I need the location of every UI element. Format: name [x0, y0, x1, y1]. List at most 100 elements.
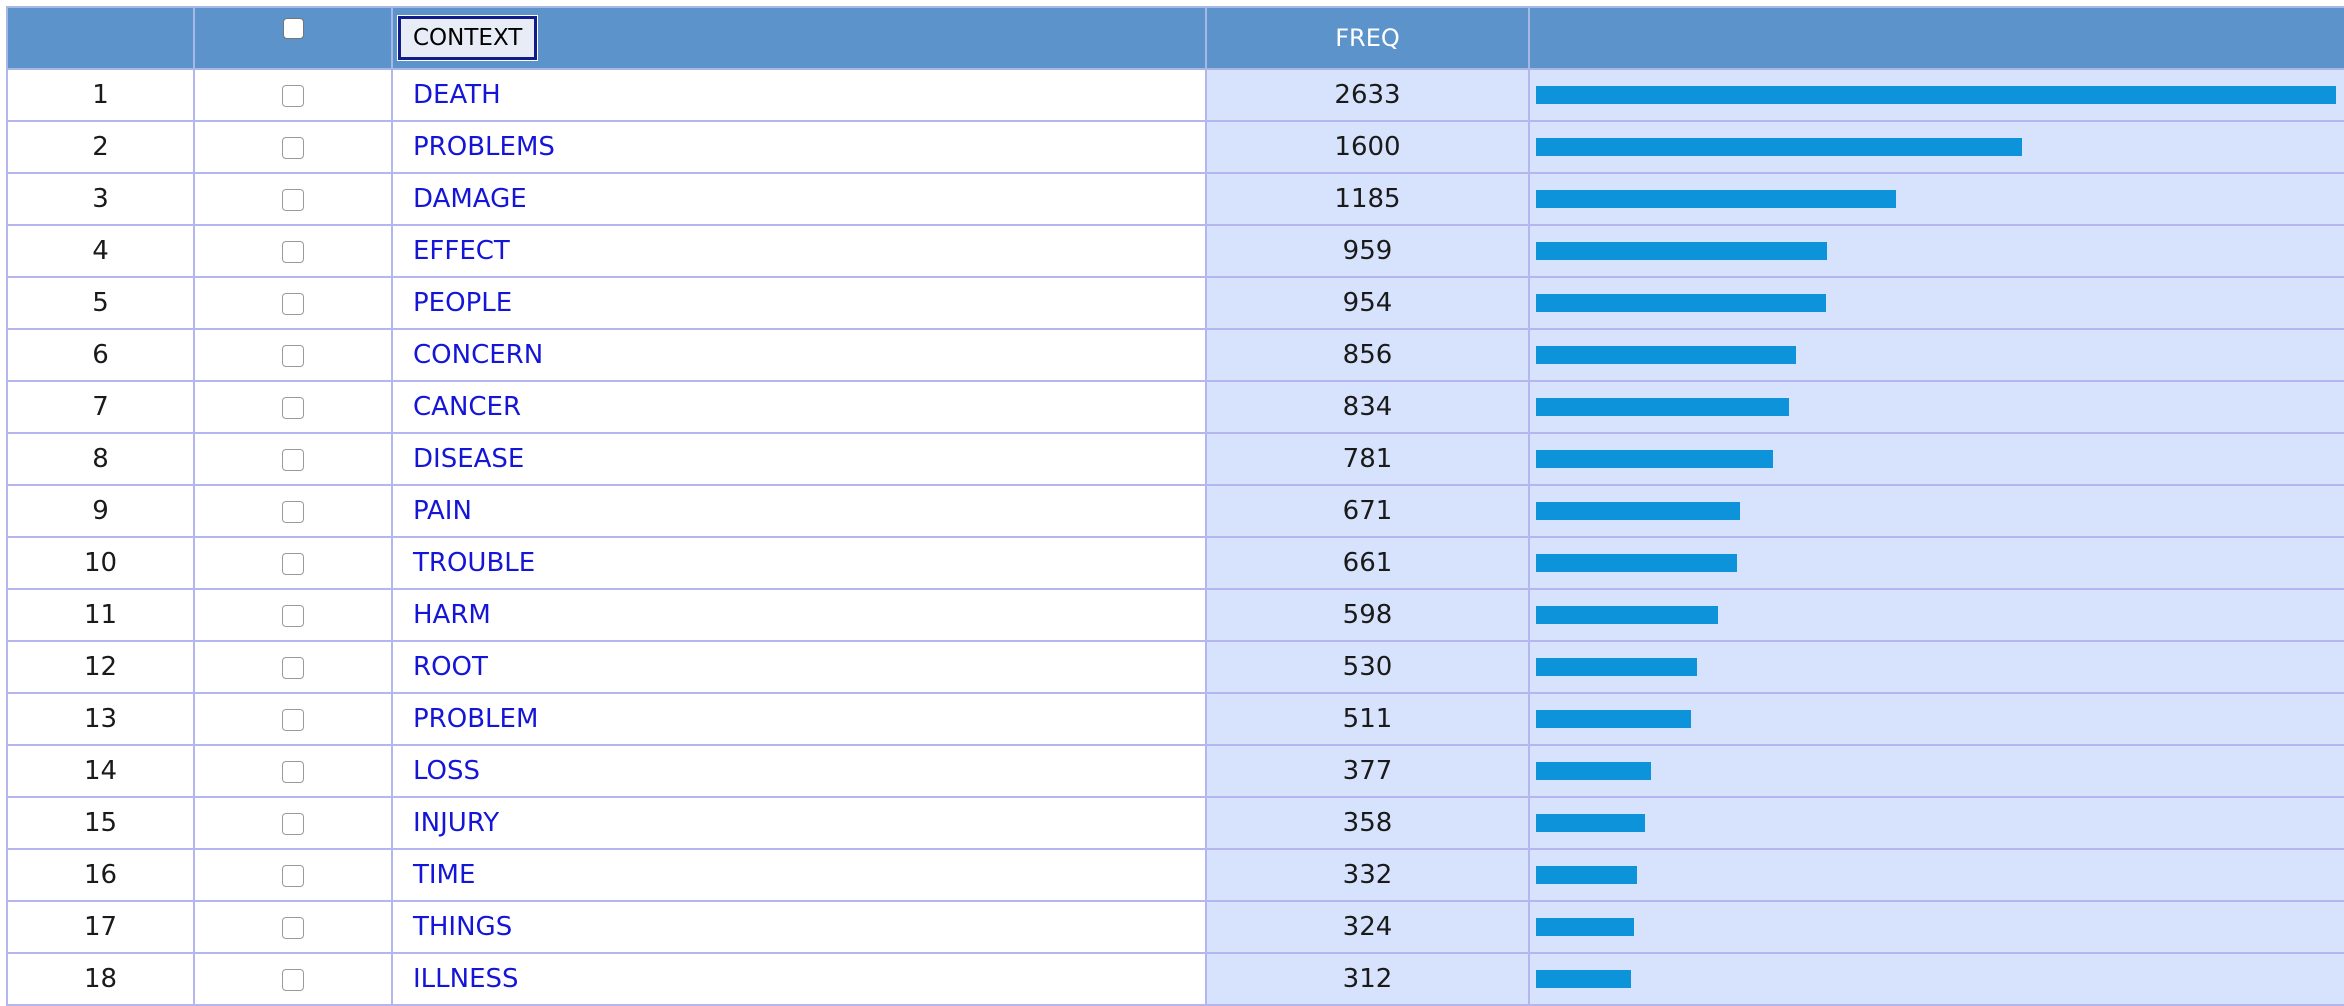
row-checkbox[interactable]	[282, 760, 304, 783]
row-freq: 954	[1205, 276, 1530, 330]
row-checkbox[interactable]	[282, 84, 304, 107]
row-checkbox-cell	[193, 536, 393, 590]
row-checkbox-cell	[193, 900, 393, 954]
row-checkbox[interactable]	[282, 136, 304, 159]
row-rank: 2	[6, 120, 195, 174]
word-link[interactable]: HARM	[413, 600, 491, 630]
table-row: 14 LOSS 377	[6, 744, 2344, 798]
freq-bar	[1536, 814, 1645, 832]
row-word-cell: PROBLEMS	[391, 120, 1207, 174]
row-rank: 11	[6, 588, 195, 642]
table-row: 16 TIME 332	[6, 848, 2344, 902]
row-checkbox-cell	[193, 68, 393, 122]
row-checkbox[interactable]	[282, 552, 304, 575]
word-link[interactable]: PEOPLE	[413, 288, 513, 318]
row-rank: 16	[6, 848, 195, 902]
row-freq: 834	[1205, 380, 1530, 434]
freq-header: FREQ	[1205, 6, 1530, 70]
row-freq: 377	[1205, 744, 1530, 798]
word-link[interactable]: ROOT	[413, 652, 488, 682]
row-checkbox[interactable]	[282, 916, 304, 939]
freq-bar	[1536, 866, 1637, 884]
row-freq: 856	[1205, 328, 1530, 382]
word-link[interactable]: EFFECT	[413, 236, 510, 266]
word-link[interactable]: DAMAGE	[413, 184, 527, 214]
table-body: 1 DEATH 2633 2 PROBLEMS 1600 3 DAMAGE 1185 4 EFFEC…	[6, 68, 2344, 1006]
table-row: 18 ILLNESS 312	[6, 952, 2344, 1006]
row-rank: 4	[6, 224, 195, 278]
word-link[interactable]: THINGS	[413, 912, 513, 942]
row-checkbox[interactable]	[282, 240, 304, 263]
word-link[interactable]: PROBLEM	[413, 704, 539, 734]
row-freq: 530	[1205, 640, 1530, 694]
table-row: 6 CONCERN 856	[6, 328, 2344, 382]
freq-bar	[1536, 918, 1634, 936]
row-word-cell: LOSS	[391, 744, 1207, 798]
freq-bar	[1536, 970, 1631, 988]
row-checkbox-cell	[193, 276, 393, 330]
row-rank: 9	[6, 484, 195, 538]
word-link[interactable]: TIME	[413, 860, 476, 890]
row-checkbox[interactable]	[282, 500, 304, 523]
row-rank: 13	[6, 692, 195, 746]
freq-bar	[1536, 710, 1691, 728]
word-link[interactable]: DISEASE	[413, 444, 525, 474]
row-checkbox[interactable]	[282, 656, 304, 679]
row-checkbox[interactable]	[282, 864, 304, 887]
row-word-cell: HARM	[391, 588, 1207, 642]
row-freq: 511	[1205, 692, 1530, 746]
row-checkbox-cell	[193, 328, 393, 382]
row-checkbox-cell	[193, 848, 393, 902]
row-checkbox[interactable]	[282, 344, 304, 367]
row-word-cell: DEATH	[391, 68, 1207, 122]
freq-bar	[1536, 138, 2022, 156]
row-checkbox[interactable]	[282, 188, 304, 211]
freq-bar	[1536, 346, 1796, 364]
row-checkbox-cell	[193, 952, 393, 1006]
row-bar-cell	[1528, 588, 2344, 642]
word-link[interactable]: PAIN	[413, 496, 472, 526]
word-link[interactable]: CANCER	[413, 392, 522, 422]
word-link[interactable]: ILLNESS	[413, 964, 519, 994]
row-freq: 598	[1205, 588, 1530, 642]
row-bar-cell	[1528, 276, 2344, 330]
row-checkbox[interactable]	[282, 604, 304, 627]
word-link[interactable]: CONCERN	[413, 340, 544, 370]
select-all-checkbox[interactable]	[282, 18, 304, 39]
row-checkbox[interactable]	[282, 968, 304, 991]
row-word-cell: DISEASE	[391, 432, 1207, 486]
row-checkbox-cell	[193, 224, 393, 278]
row-word-cell: PROBLEM	[391, 692, 1207, 746]
freq-bar	[1536, 606, 1718, 624]
row-checkbox-cell	[193, 432, 393, 486]
context-button[interactable]: CONTEXT	[397, 15, 539, 61]
word-link[interactable]: LOSS	[413, 756, 481, 786]
row-checkbox[interactable]	[282, 708, 304, 731]
freq-bar	[1536, 762, 1651, 780]
row-bar-cell	[1528, 432, 2344, 486]
word-link[interactable]: DEATH	[413, 80, 501, 110]
row-checkbox[interactable]	[282, 812, 304, 835]
row-freq: 312	[1205, 952, 1530, 1006]
row-word-cell: PEOPLE	[391, 276, 1207, 330]
table-row: 12 ROOT 530	[6, 640, 2344, 694]
table-row: 17 THINGS 324	[6, 900, 2344, 954]
freq-bar	[1536, 242, 1827, 260]
row-freq: 671	[1205, 484, 1530, 538]
word-link[interactable]: PROBLEMS	[413, 132, 555, 162]
row-rank: 18	[6, 952, 195, 1006]
row-checkbox[interactable]	[282, 396, 304, 419]
row-bar-cell	[1528, 640, 2344, 694]
freq-bar	[1536, 554, 1737, 572]
table-row: 2 PROBLEMS 1600	[6, 120, 2344, 174]
freq-header-label[interactable]: FREQ	[1335, 24, 1400, 52]
word-link[interactable]: TROUBLE	[413, 548, 536, 578]
table-row: 4 EFFECT 959	[6, 224, 2344, 278]
row-checkbox[interactable]	[282, 448, 304, 471]
row-checkbox[interactable]	[282, 292, 304, 315]
word-link[interactable]: INJURY	[413, 808, 500, 838]
row-rank: 1	[6, 68, 195, 122]
table-row: 9 PAIN 671	[6, 484, 2344, 538]
freq-bar	[1536, 294, 1826, 312]
row-bar-cell	[1528, 744, 2344, 798]
